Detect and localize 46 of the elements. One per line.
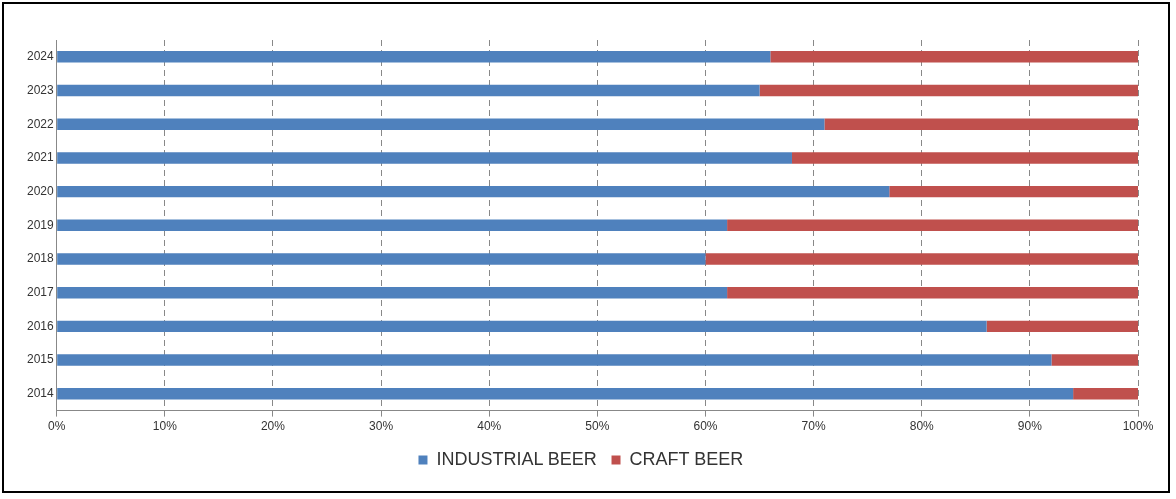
bar bbox=[57, 51, 771, 63]
y-tick-label: 2024 bbox=[26, 49, 55, 64]
y-tick-label: 2019 bbox=[26, 217, 55, 232]
y-tick-label: 2018 bbox=[26, 251, 55, 266]
bar bbox=[57, 84, 760, 97]
bar bbox=[57, 219, 728, 232]
bar bbox=[889, 185, 1138, 198]
bar bbox=[727, 219, 1138, 232]
y-tick-label: 2022 bbox=[26, 116, 55, 131]
x-tick-label: 50% bbox=[585, 419, 610, 434]
bar bbox=[57, 118, 825, 130]
x-tick-label: 10% bbox=[152, 419, 178, 434]
bar bbox=[57, 388, 1074, 400]
x-tick-label: 0% bbox=[48, 419, 66, 434]
bar bbox=[824, 118, 1138, 130]
bar bbox=[986, 320, 1138, 333]
legend-label: CRAFT BEER bbox=[629, 448, 744, 469]
bar bbox=[1051, 354, 1138, 366]
y-tick-label: 2015 bbox=[26, 352, 55, 367]
y-tick-label: 2020 bbox=[26, 183, 55, 198]
bar bbox=[1073, 388, 1138, 400]
bar bbox=[770, 51, 1138, 63]
y-tick-label: 2017 bbox=[26, 284, 55, 299]
bar bbox=[57, 354, 1052, 366]
y-tick-label: 2014 bbox=[26, 386, 55, 401]
bar bbox=[57, 152, 792, 164]
bar bbox=[705, 253, 1138, 265]
bar bbox=[727, 286, 1138, 299]
bar bbox=[57, 253, 706, 265]
bar bbox=[57, 320, 987, 333]
bar bbox=[791, 152, 1138, 164]
x-tick-label: 90% bbox=[1017, 419, 1043, 434]
x-tick-label: 40% bbox=[477, 419, 502, 434]
bar bbox=[759, 84, 1138, 97]
y-tick-label: 2016 bbox=[26, 318, 55, 333]
x-tick-label: 30% bbox=[369, 419, 394, 434]
x-tick-label: 100% bbox=[1122, 419, 1154, 434]
x-tick-label: 80% bbox=[909, 419, 935, 434]
x-tick-label: 60% bbox=[693, 419, 718, 434]
legend-label: INDUSTRIAL BEER bbox=[436, 448, 597, 469]
x-tick-label: 20% bbox=[260, 419, 286, 434]
bar bbox=[57, 286, 728, 299]
y-tick-label: 2023 bbox=[26, 82, 55, 97]
y-tick-label: 2021 bbox=[26, 150, 55, 165]
x-tick-label: 70% bbox=[801, 419, 826, 434]
bar bbox=[57, 185, 890, 198]
